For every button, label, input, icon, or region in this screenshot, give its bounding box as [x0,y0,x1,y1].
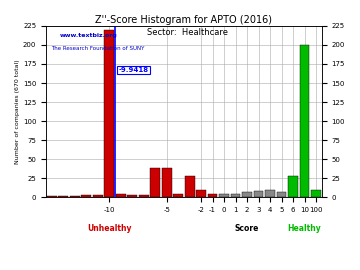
Bar [173,194,183,197]
Bar [242,192,252,197]
Y-axis label: Number of companies (670 total): Number of companies (670 total) [15,59,20,164]
Bar [196,190,206,197]
Bar [58,196,68,197]
Bar [150,168,160,197]
Bar [185,176,194,197]
Bar [265,190,275,197]
Bar [104,30,114,197]
Text: Sector:  Healthcare: Sector: Healthcare [147,28,228,37]
Bar [219,194,229,197]
Bar [139,195,149,197]
Title: Z''-Score Histogram for APTO (2016): Z''-Score Histogram for APTO (2016) [95,15,273,25]
Text: Score: Score [235,224,259,233]
Bar [231,194,240,197]
Text: -9.9418: -9.9418 [118,67,149,73]
Bar [300,45,310,197]
Text: The Research Foundation of SUNY: The Research Foundation of SUNY [51,46,145,51]
Bar [70,196,80,197]
Bar [277,192,287,197]
Text: Healthy: Healthy [288,224,321,233]
Bar [81,195,91,197]
Text: www.textbiz.org: www.textbiz.org [60,33,117,38]
Text: Unhealthy: Unhealthy [87,224,131,233]
Bar [93,195,103,197]
Bar [208,194,217,197]
Bar [47,196,57,197]
Bar [288,176,298,197]
Bar [116,194,126,197]
Bar [127,195,137,197]
Bar [311,190,321,197]
Bar [162,168,171,197]
Bar [254,191,264,197]
